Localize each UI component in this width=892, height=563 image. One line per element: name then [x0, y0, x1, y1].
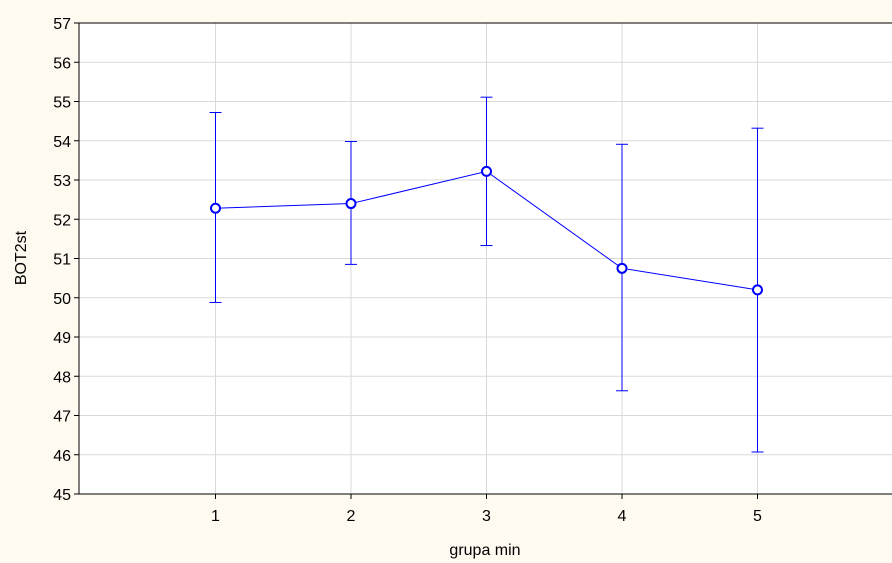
y-tick-label: 46	[53, 448, 71, 465]
y-tick-label: 56	[53, 55, 71, 72]
data-point	[616, 262, 628, 274]
y-axis-ticks: 45 46 47 48 49 50 51 52 53 54 55 56 57	[53, 16, 79, 504]
x-tick-label: 1	[211, 508, 220, 525]
y-tick-label: 53	[53, 173, 71, 190]
data-point	[345, 198, 357, 210]
y-tick-label: 54	[53, 134, 71, 151]
data-point	[481, 165, 492, 177]
x-axis-label: grupa min	[449, 542, 520, 559]
y-tick-label: 52	[53, 212, 71, 229]
x-axis-ticks: 1 2 3 4 5	[211, 494, 762, 525]
y-axis-label: BOT2st	[13, 230, 30, 285]
x-tick-label: 4	[618, 508, 627, 525]
data-point	[752, 284, 763, 296]
series-points	[210, 165, 763, 296]
y-tick-label: 49	[53, 330, 71, 347]
y-tick-label: 45	[53, 487, 71, 504]
y-tick-label: 57	[53, 16, 71, 33]
y-tick-label: 55	[53, 95, 71, 112]
data-point	[210, 202, 221, 214]
y-tick-label: 50	[53, 291, 71, 308]
x-tick-label: 5	[753, 508, 762, 525]
x-tick-label: 3	[482, 508, 491, 525]
y-tick-label: 51	[53, 252, 71, 269]
x-tick-label: 2	[347, 508, 356, 525]
y-tick-label: 48	[53, 369, 71, 386]
y-tick-label: 47	[53, 409, 71, 426]
